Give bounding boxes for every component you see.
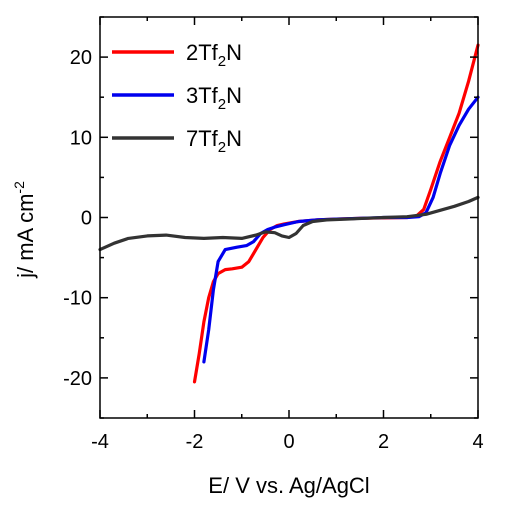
y-tick-label: -20	[63, 368, 92, 390]
legend-label: 2Tf2N	[186, 40, 242, 70]
plot-frame	[99, 16, 479, 419]
y-tick-label: 20	[70, 47, 92, 69]
x-axis-title: E/ V vs. Ag/AgCl	[208, 473, 369, 498]
x-tick-label: 4	[472, 431, 483, 453]
legend-label: 3Tf2N	[186, 83, 242, 113]
y-axis-title: j/ mA cm-2	[11, 181, 38, 279]
x-tick-label: 0	[283, 431, 294, 453]
y-tick-label: -10	[63, 288, 92, 310]
x-tick-label: -2	[186, 431, 204, 453]
x-tick-label: -4	[91, 431, 109, 453]
y-tick-label: 0	[81, 208, 92, 230]
x-tick-label: 2	[378, 431, 389, 453]
curves-layer	[98, 43, 480, 384]
legend: 2Tf2N 3Tf2N 7Tf2N	[112, 40, 242, 156]
y-tick-label: 10	[70, 127, 92, 149]
series-7Tf2N-line	[98, 195, 480, 252]
legend-label: 7Tf2N	[186, 126, 242, 156]
series-3Tf2N-line	[202, 95, 480, 364]
